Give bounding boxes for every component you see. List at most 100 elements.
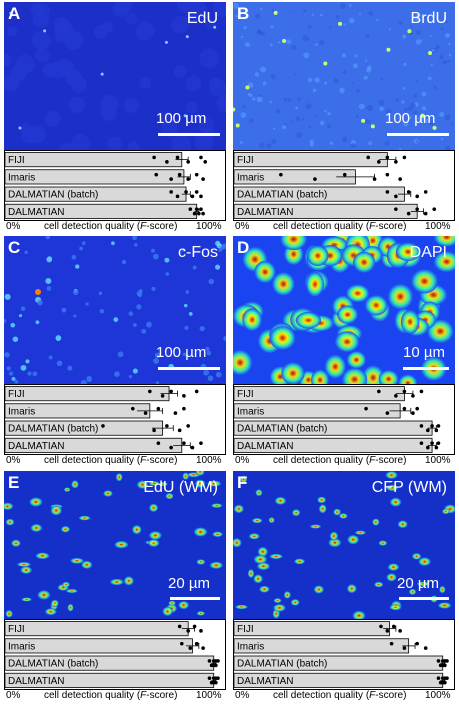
x-tick-left-f: 0%: [235, 690, 250, 701]
category-label: DALMATIAN (batch): [237, 190, 327, 201]
panel-letter-b: B: [237, 4, 250, 23]
data-point: [186, 177, 190, 181]
x-tick-right-e: 100%: [196, 690, 222, 701]
category-label: DALMATIAN: [237, 676, 294, 687]
data-point: [214, 663, 218, 668]
category-label: DALMATIAN: [237, 441, 294, 452]
scalebar-label-c: 100 µm: [156, 344, 207, 361]
data-point: [194, 172, 199, 177]
data-point: [406, 211, 411, 216]
data-point: [434, 428, 439, 433]
category-label: Imaris: [8, 641, 35, 652]
x-axis-label-d: cell detection quality (F-score): [273, 455, 407, 466]
data-point: [165, 160, 169, 164]
data-point: [389, 641, 394, 646]
data-point: [419, 424, 424, 428]
category-label: DALMATIAN: [8, 207, 65, 218]
data-point: [186, 424, 190, 428]
data-point: [194, 389, 199, 394]
x-axis-label-a: cell detection quality (F-score): [44, 221, 178, 232]
chart-a: FIJI Imaris DALMATIAN (batch) DALMATIAN: [4, 150, 226, 221]
micrograph-e: [4, 471, 226, 619]
scalebar-b: [387, 133, 449, 136]
scalebar-label-e: 20 µm: [168, 575, 210, 592]
chart-f: FIJI Imaris DALMATIAN (batch) DALMATIAN: [233, 619, 455, 690]
chart-e: FIJI Imaris DALMATIAN (batch) DALMATIAN: [4, 619, 226, 690]
x-tick-left-b: 0%: [235, 221, 250, 232]
data-point: [199, 194, 203, 199]
data-point: [445, 676, 449, 680]
data-point: [443, 663, 447, 668]
bar-0: [233, 386, 405, 402]
panel-a: A EdU 100 µm FIJI Imaris DALMATIAN (batch)…: [4, 2, 226, 233]
data-point: [385, 411, 390, 415]
data-point: [173, 411, 178, 415]
data-point: [430, 424, 434, 428]
data-point: [169, 389, 173, 394]
panel-c: C c-Fos 100 µm FIJI Imaris DALMATIAN (batc…: [4, 236, 226, 467]
x-axis-label-f: cell detection quality (F-score): [273, 690, 407, 701]
data-point: [188, 646, 193, 650]
micrograph-b: [233, 2, 455, 150]
data-point: [391, 624, 396, 629]
micrograph-d: [233, 236, 455, 384]
data-point: [194, 641, 199, 646]
data-point: [207, 676, 212, 680]
data-point: [177, 428, 182, 433]
data-point: [398, 629, 402, 633]
chart-c: FIJI Imaris DALMATIAN (batch) DALMATIAN: [4, 384, 226, 455]
scalebar-a: [158, 133, 220, 136]
data-point: [385, 155, 390, 160]
data-point: [179, 641, 184, 646]
micrograph-f: [233, 471, 455, 619]
stain-label-e: EdU (WM): [143, 479, 218, 496]
data-point: [201, 646, 205, 650]
x-axis-label-e: cell detection quality (F-score): [44, 690, 178, 701]
data-point: [201, 211, 205, 216]
data-point: [152, 428, 156, 433]
data-point: [415, 194, 419, 199]
data-point: [385, 172, 390, 177]
data-point: [160, 394, 165, 398]
data-point: [201, 177, 205, 181]
data-point: [426, 445, 430, 450]
data-point: [279, 172, 283, 177]
x-tick-right-f: 100%: [425, 690, 451, 701]
data-point: [190, 194, 195, 199]
data-point: [430, 441, 434, 445]
data-point: [364, 406, 368, 411]
panel-e: E EdU (WM) 20 µm FIJI Imaris DALMATIAN (ba…: [4, 471, 226, 702]
data-point: [402, 389, 407, 394]
category-label: Imaris: [237, 406, 264, 417]
data-point: [169, 445, 173, 450]
panel-letter-c: C: [8, 238, 21, 257]
data-point: [194, 207, 199, 211]
data-point: [131, 406, 135, 411]
data-point: [406, 190, 411, 194]
category-label: FIJI: [8, 389, 25, 400]
data-point: [402, 155, 407, 160]
data-point: [423, 211, 428, 216]
data-point: [169, 177, 173, 181]
category-label: Imaris: [237, 172, 264, 183]
category-label: Imaris: [8, 406, 35, 417]
x-tick-right-d: 100%: [425, 455, 451, 466]
data-point: [207, 659, 212, 663]
bar-0: [233, 152, 388, 168]
data-point: [197, 211, 201, 216]
data-point: [186, 629, 190, 633]
data-point: [101, 424, 105, 428]
panel-letter-a: A: [8, 4, 21, 23]
data-point: [426, 428, 430, 433]
panel-d: D DAPI 10 µm FIJI Imaris DALMATIAN (batch)…: [233, 236, 455, 467]
category-label: DALMATIAN: [8, 676, 65, 687]
data-point: [148, 389, 152, 394]
stain-label-c: c-Fos: [178, 244, 218, 261]
category-label: DALMATIAN (batch): [8, 424, 98, 435]
category-label: FIJI: [237, 624, 254, 635]
category-label: DALMATIAN (batch): [8, 190, 98, 201]
data-point: [415, 207, 419, 211]
panel-letter-d: D: [237, 238, 250, 257]
data-point: [169, 190, 173, 194]
stain-label-f: CFP (WM): [371, 479, 447, 496]
